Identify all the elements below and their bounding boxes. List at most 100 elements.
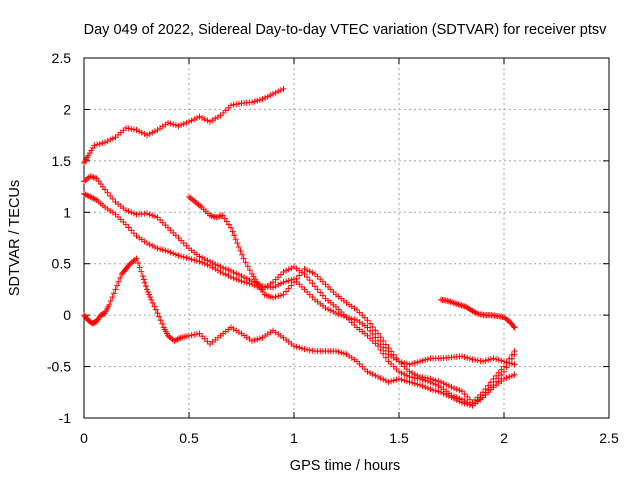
- data-point: [422, 384, 429, 391]
- series-satellite-track-6: [438, 296, 518, 331]
- data-point: [401, 371, 408, 378]
- data-point: [170, 121, 177, 128]
- data-point: [361, 314, 368, 321]
- data-point: [249, 337, 255, 344]
- data-point: [285, 285, 292, 292]
- data-point: [388, 378, 395, 385]
- data-point: [480, 358, 486, 365]
- data-point: [280, 85, 287, 92]
- data-point: [170, 229, 177, 236]
- data-point: [414, 359, 421, 366]
- data-point: [235, 329, 242, 336]
- data-point: [317, 289, 324, 296]
- data-point: [322, 281, 329, 288]
- data-point: [193, 257, 200, 264]
- data-point: [445, 298, 452, 305]
- data-point: [417, 358, 423, 365]
- data-point: [501, 363, 507, 370]
- data-point: [414, 381, 421, 388]
- data-point: [109, 135, 116, 142]
- data-point: [180, 254, 187, 261]
- data-point: [270, 294, 276, 301]
- data-point: [453, 300, 460, 307]
- data-point: [138, 129, 145, 136]
- data-point: [188, 332, 195, 339]
- data-point: [506, 355, 513, 362]
- data-point: [427, 386, 434, 393]
- data-point: [330, 289, 337, 295]
- data-point: [411, 359, 418, 366]
- data-point: [214, 213, 221, 220]
- data-point: [448, 394, 455, 401]
- data-point: [393, 355, 400, 362]
- data-point: [375, 330, 381, 337]
- data-point: [490, 355, 497, 362]
- data-point: [102, 186, 108, 193]
- data-point: [482, 385, 489, 392]
- data-point: [403, 360, 410, 367]
- data-point: [477, 357, 484, 364]
- data-point: [193, 114, 200, 121]
- data-point: [322, 304, 329, 311]
- data-point: [275, 281, 282, 288]
- data-point: [275, 88, 282, 95]
- data-point: [196, 330, 203, 337]
- data-point: [372, 372, 379, 379]
- data-point: [314, 286, 321, 293]
- data-point: [223, 218, 230, 225]
- data-point: [461, 354, 468, 361]
- data-point: [351, 316, 358, 323]
- data-point: [107, 136, 114, 143]
- data-point: [201, 260, 208, 267]
- data-point: [456, 387, 463, 394]
- data-point: [440, 390, 447, 397]
- data-point: [178, 121, 185, 128]
- data-point: [293, 275, 300, 282]
- data-point: [175, 235, 182, 241]
- data-point: [461, 400, 468, 407]
- data-point: [396, 375, 402, 382]
- data-point: [167, 227, 174, 234]
- data-point: [390, 363, 397, 370]
- data-point: [456, 398, 463, 405]
- data-point: [335, 306, 342, 313]
- data-point: [210, 213, 217, 220]
- data-point: [246, 280, 253, 287]
- data-point: [115, 213, 122, 220]
- data-point: [474, 357, 481, 364]
- data-point: [435, 388, 442, 395]
- data-point: [178, 253, 185, 260]
- data-point: [309, 269, 316, 276]
- data-point: [482, 391, 489, 398]
- data-point: [217, 112, 224, 119]
- data-point: [231, 232, 238, 239]
- data-point: [175, 122, 182, 129]
- data-point: [298, 283, 305, 290]
- y-tick-label: 1.5: [52, 153, 72, 169]
- data-point: [112, 211, 119, 218]
- data-point: [241, 278, 248, 285]
- data-point: [406, 373, 413, 380]
- data-point: [167, 120, 174, 127]
- data-point: [422, 374, 429, 381]
- data-point: [102, 139, 108, 146]
- data-point: [123, 124, 129, 131]
- data-point: [130, 126, 137, 133]
- data-point: [125, 125, 132, 132]
- data-point: [411, 371, 418, 378]
- data-point: [174, 336, 181, 343]
- data-point: [487, 386, 494, 393]
- data-point: [503, 374, 510, 381]
- data-point: [154, 310, 161, 317]
- data-point: [234, 240, 241, 247]
- data-point: [246, 267, 253, 274]
- data-point: [123, 207, 129, 214]
- data-point: [233, 270, 240, 277]
- data-point: [94, 141, 101, 148]
- data-point: [461, 391, 468, 398]
- data-point: [146, 241, 153, 248]
- data-point: [459, 399, 465, 406]
- data-point: [249, 99, 255, 106]
- data-point: [136, 128, 143, 135]
